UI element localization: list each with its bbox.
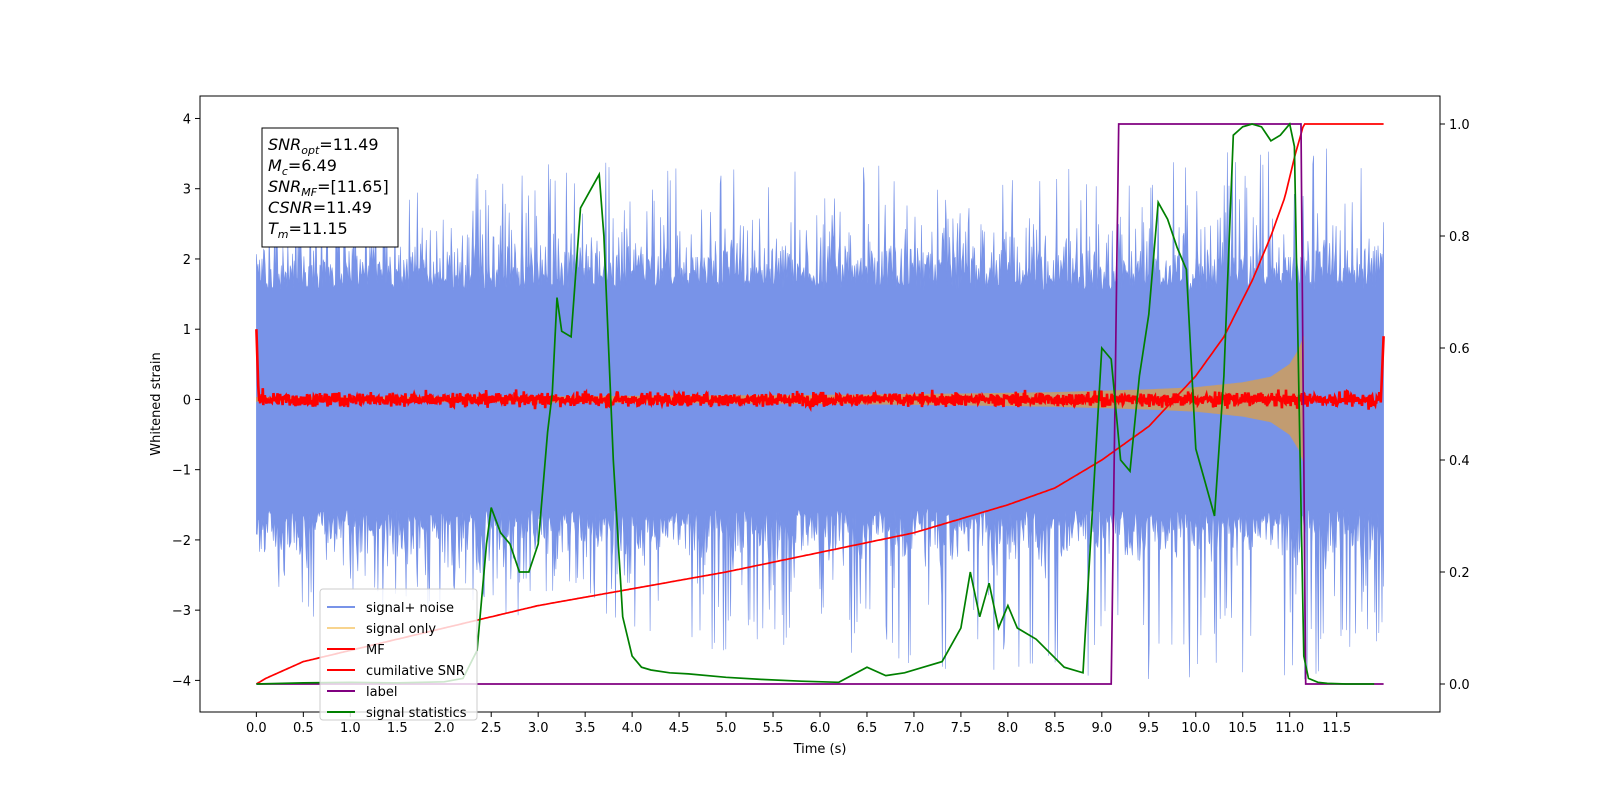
x-tick-label: 0.0 bbox=[246, 721, 267, 736]
legend-label: MF bbox=[366, 643, 385, 658]
x-tick-label: 10.0 bbox=[1181, 721, 1210, 736]
annotation-box: SNRopt=11.49Mc=6.49SNRMF=[11.65]CSNR=11.… bbox=[261, 127, 399, 248]
x-axis: 0.0 0.5 1.0 1.5 2.0 2.5 3.0 3.5 4.0 4.5 5.0 5.5 6.0 6… bbox=[246, 712, 1351, 736]
x-tick-label: 6.0 bbox=[810, 721, 831, 736]
legend-label: signal statistics bbox=[366, 706, 467, 721]
plot-area bbox=[255, 122, 1385, 685]
y-tick-label: −3 bbox=[172, 604, 191, 619]
y-right-tick-label: 0.4 bbox=[1449, 454, 1470, 469]
x-tick-label: 7.5 bbox=[951, 721, 972, 736]
x-tick-label: 2.5 bbox=[481, 721, 502, 736]
x-tick-label: 9.0 bbox=[1091, 721, 1112, 736]
legend-frame bbox=[319, 588, 478, 721]
y-right-tick-label: 1.0 bbox=[1449, 118, 1470, 133]
x-tick-label: 7.0 bbox=[904, 721, 925, 736]
x-tick-label: 0.5 bbox=[293, 721, 314, 736]
y-tick-label: −2 bbox=[172, 534, 191, 549]
y-axis-right: 0.0 0.2 0.4 0.6 0.8 1.0 bbox=[1440, 118, 1470, 693]
x-tick-label: 3.0 bbox=[528, 721, 549, 736]
legend-label: cumilative SNR bbox=[366, 664, 465, 679]
legend: signal+ noise signal only MF cumilative SNR… bbox=[319, 588, 478, 721]
y-tick-label: −4 bbox=[172, 674, 191, 689]
y-axis-left: −4 −3 −2 −1 0 1 2 3 4 bbox=[172, 112, 200, 689]
y-right-tick-label: 0.8 bbox=[1449, 230, 1470, 245]
y-right-tick-label: 0.0 bbox=[1449, 678, 1470, 693]
x-tick-label: 1.0 bbox=[340, 721, 361, 736]
legend-label: signal only bbox=[366, 622, 436, 637]
x-tick-label: 5.0 bbox=[716, 721, 737, 736]
x-tick-label: 2.0 bbox=[434, 721, 455, 736]
x-tick-label: 11.5 bbox=[1322, 721, 1351, 736]
x-tick-label: 3.5 bbox=[575, 721, 596, 736]
annotation-line: SNRopt=11.49 bbox=[268, 135, 379, 157]
x-tick-label: 9.5 bbox=[1138, 721, 1159, 736]
series-signal-noise bbox=[256, 148, 1384, 680]
y-tick-label: 2 bbox=[183, 253, 191, 268]
x-tick-label: 4.0 bbox=[622, 721, 643, 736]
x-tick-label: 5.5 bbox=[763, 721, 784, 736]
y-tick-label: 4 bbox=[183, 112, 191, 127]
x-axis-label: Time (s) bbox=[793, 742, 847, 757]
y-tick-label: 1 bbox=[183, 323, 191, 338]
x-tick-label: 4.5 bbox=[669, 721, 690, 736]
y-right-tick-label: 0.2 bbox=[1449, 566, 1470, 581]
x-tick-label: 11.0 bbox=[1275, 721, 1304, 736]
annotation-line: CSNR=11.49 bbox=[268, 198, 372, 217]
y-tick-label: 3 bbox=[183, 183, 191, 198]
x-tick-label: 6.5 bbox=[857, 721, 878, 736]
annotation-frame bbox=[261, 127, 399, 248]
legend-label: label bbox=[366, 685, 397, 700]
series-signal-statistics bbox=[256, 122, 1375, 685]
annotation-line: Tm=11.15 bbox=[268, 219, 348, 241]
x-tick-label: 10.5 bbox=[1228, 721, 1257, 736]
x-tick-label: 8.5 bbox=[1045, 721, 1066, 736]
x-tick-label: 8.0 bbox=[998, 721, 1019, 736]
y-tick-label: 0 bbox=[183, 393, 191, 408]
y-tick-label: −1 bbox=[172, 464, 191, 479]
annotation-line: Mc=6.49 bbox=[268, 156, 337, 178]
y-right-tick-label: 0.6 bbox=[1449, 342, 1470, 357]
legend-label: signal+ noise bbox=[366, 601, 454, 616]
y-axis-label: Whitened strain bbox=[149, 352, 164, 455]
annotation-line: SNRMF=[11.65] bbox=[268, 177, 389, 199]
x-tick-label: 1.5 bbox=[387, 721, 408, 736]
